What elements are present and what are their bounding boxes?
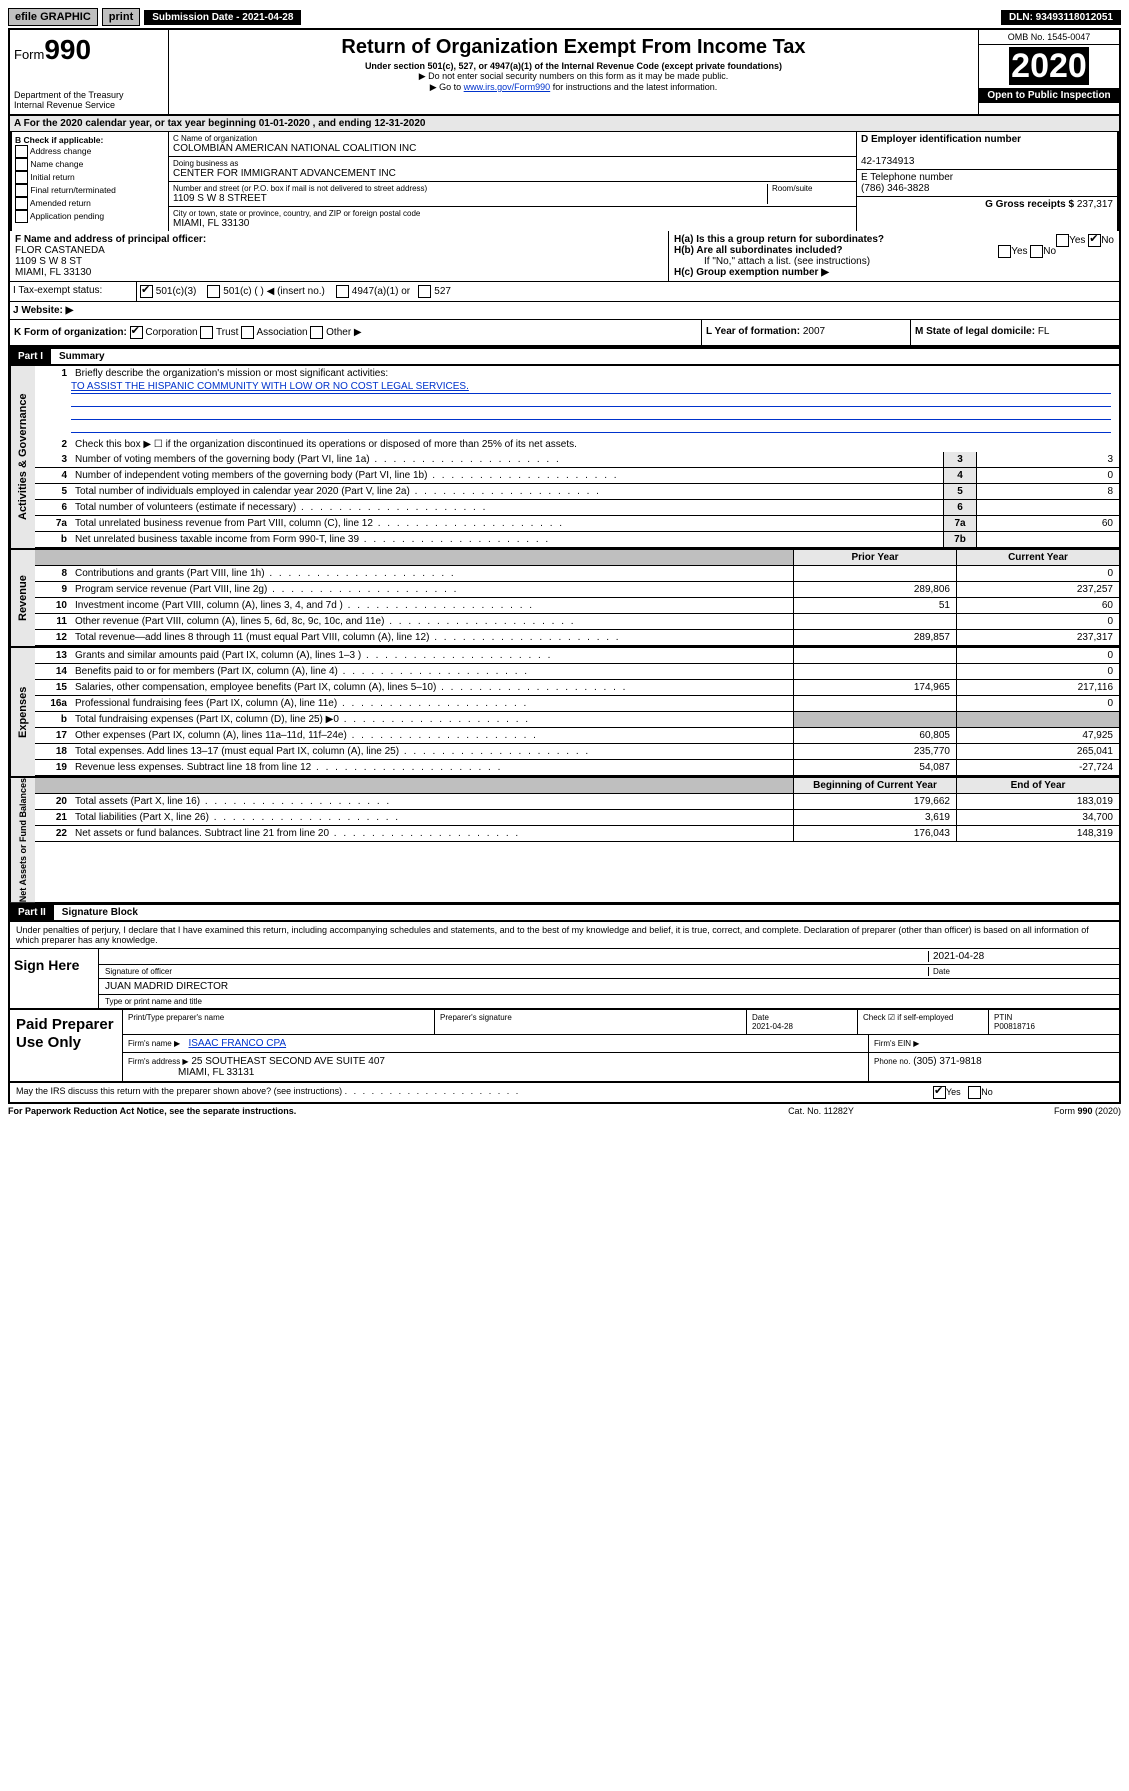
officer-street: 1109 S W 8 ST bbox=[15, 256, 82, 267]
hb-no[interactable] bbox=[1030, 245, 1043, 258]
firm-phone: (305) 371-9818 bbox=[913, 1056, 981, 1067]
note-ssn: ▶ Do not enter social security numbers o… bbox=[173, 71, 974, 82]
submission-date: Submission Date - 2021-04-28 bbox=[144, 10, 301, 25]
dba-name: CENTER FOR IMMIGRANT ADVANCEMENT INC bbox=[173, 168, 852, 179]
box-j-label: J Website: ▶ bbox=[10, 302, 96, 319]
sidebar-governance: Activities & Governance bbox=[10, 366, 35, 548]
dln-label: DLN: 93493118012051 bbox=[1001, 10, 1121, 25]
chk-other[interactable] bbox=[310, 326, 323, 339]
form-header: Form990 Department of the Treasury Inter… bbox=[8, 28, 1121, 116]
phone-value: (786) 346-3828 bbox=[861, 183, 929, 194]
chk-527[interactable] bbox=[418, 285, 431, 298]
firm-address: 25 SOUTHEAST SECOND AVE SUITE 407 bbox=[191, 1056, 385, 1067]
city-state-zip: MIAMI, FL 33130 bbox=[173, 218, 852, 229]
gross-receipts: 237,317 bbox=[1077, 199, 1113, 210]
sidebar-expenses: Expenses bbox=[10, 648, 35, 776]
officer-signature-name: JUAN MADRID DIRECTOR bbox=[105, 981, 1113, 992]
dept-treasury: Department of the Treasury bbox=[14, 90, 164, 100]
expenses-section: Expenses 13Grants and similar amounts pa… bbox=[8, 648, 1121, 778]
form-number: Form990 bbox=[14, 34, 164, 66]
chk-name-change[interactable] bbox=[15, 158, 28, 171]
chk-501c[interactable] bbox=[207, 285, 220, 298]
chk-trust[interactable] bbox=[200, 326, 213, 339]
revenue-section: Revenue Prior Year Current Year 8Contrib… bbox=[8, 550, 1121, 648]
chk-address-change[interactable] bbox=[15, 145, 28, 158]
form-title: Return of Organization Exempt From Incom… bbox=[173, 36, 974, 59]
paid-preparer-block: Paid Preparer Use Only Print/Type prepar… bbox=[8, 1010, 1121, 1083]
chk-assoc[interactable] bbox=[241, 326, 254, 339]
line2-checkbox: Check this box ▶ ☐ if the organization d… bbox=[71, 437, 1119, 452]
box-d-e-g: D Employer identification number 42-1734… bbox=[857, 132, 1117, 231]
note-goto: ▶ Go to www.irs.gov/Form990 for instruct… bbox=[173, 82, 974, 93]
chk-final-return[interactable] bbox=[15, 184, 28, 197]
box-i-label: I Tax-exempt status: bbox=[10, 282, 137, 301]
chk-app-pending[interactable] bbox=[15, 210, 28, 223]
paid-preparer-label: Paid Preparer Use Only bbox=[10, 1010, 123, 1081]
part-i-header: Part I Summary bbox=[8, 348, 1121, 366]
website-value bbox=[96, 302, 1119, 319]
top-toolbar: efile GRAPHIC print Submission Date - 20… bbox=[8, 8, 1121, 26]
line-a-taxyear: A For the 2020 calendar year, or tax yea… bbox=[10, 116, 1119, 132]
officer-name: FLOR CASTANEDA bbox=[15, 245, 105, 256]
net-assets-section: Net Assets or Fund Balances Beginning of… bbox=[8, 778, 1121, 904]
discuss-yes[interactable] bbox=[933, 1086, 946, 1099]
hb-yes[interactable] bbox=[998, 245, 1011, 258]
street-address: 1109 S W 8 STREET bbox=[173, 193, 767, 204]
ha-no[interactable] bbox=[1088, 234, 1101, 247]
efile-button[interactable]: efile GRAPHIC bbox=[8, 8, 98, 26]
box-m: M State of legal domicile: FL bbox=[911, 320, 1119, 345]
mission-text: TO ASSIST THE HISPANIC COMMUNITY WITH LO… bbox=[71, 381, 1111, 394]
ptin-value: P00818716 bbox=[994, 1022, 1035, 1031]
chk-initial-return[interactable] bbox=[15, 171, 28, 184]
officer-city: MIAMI, FL 33130 bbox=[15, 267, 91, 278]
box-b-checkboxes: B Check if applicable: Address change Na… bbox=[12, 132, 169, 231]
form-subtitle: Under section 501(c), 527, or 4947(a)(1)… bbox=[173, 61, 974, 71]
box-h: H(a) Is this a group return for subordin… bbox=[669, 231, 1119, 281]
page-footer: For Paperwork Reduction Act Notice, see … bbox=[8, 1104, 1121, 1118]
ha-yes[interactable] bbox=[1056, 234, 1069, 247]
sidebar-netassets: Net Assets or Fund Balances bbox=[10, 778, 35, 902]
perjury-statement: Under penalties of perjury, I declare th… bbox=[10, 922, 1119, 949]
box-c-org-info: C Name of organization COLOMBIAN AMERICA… bbox=[169, 132, 857, 231]
chk-corp[interactable] bbox=[130, 326, 143, 339]
discuss-row: May the IRS discuss this return with the… bbox=[8, 1083, 1121, 1104]
print-button[interactable]: print bbox=[102, 8, 140, 26]
form990-link[interactable]: www.irs.gov/Form990 bbox=[464, 82, 551, 92]
ein-value: 42-1734913 bbox=[861, 156, 914, 167]
sidebar-revenue: Revenue bbox=[10, 550, 35, 646]
signature-block: Under penalties of perjury, I declare th… bbox=[8, 922, 1121, 1010]
box-l: L Year of formation: 2007 bbox=[702, 320, 911, 345]
activities-governance-section: Activities & Governance 1 Briefly descri… bbox=[8, 366, 1121, 550]
discuss-no[interactable] bbox=[968, 1086, 981, 1099]
open-inspection: Open to Public Inspection bbox=[979, 88, 1119, 103]
tax-year: 2020 bbox=[979, 45, 1119, 88]
omb-number: OMB No. 1545-0047 bbox=[979, 30, 1119, 45]
tax-status-options: 501(c)(3) 501(c) ( ) ◀ (insert no.) 4947… bbox=[137, 282, 1119, 301]
sign-here-label: Sign Here bbox=[10, 949, 99, 1008]
firm-name-link[interactable]: ISAAC FRANCO CPA bbox=[188, 1038, 286, 1049]
chk-amended[interactable] bbox=[15, 197, 28, 210]
chk-501c3[interactable] bbox=[140, 285, 153, 298]
org-name: COLOMBIAN AMERICAN NATIONAL COALITION IN… bbox=[173, 143, 852, 154]
irs-label: Internal Revenue Service bbox=[14, 100, 164, 110]
part-ii-header: Part II Signature Block bbox=[8, 904, 1121, 922]
box-k: K Form of organization: Corporation Trus… bbox=[10, 320, 702, 345]
chk-4947[interactable] bbox=[336, 285, 349, 298]
